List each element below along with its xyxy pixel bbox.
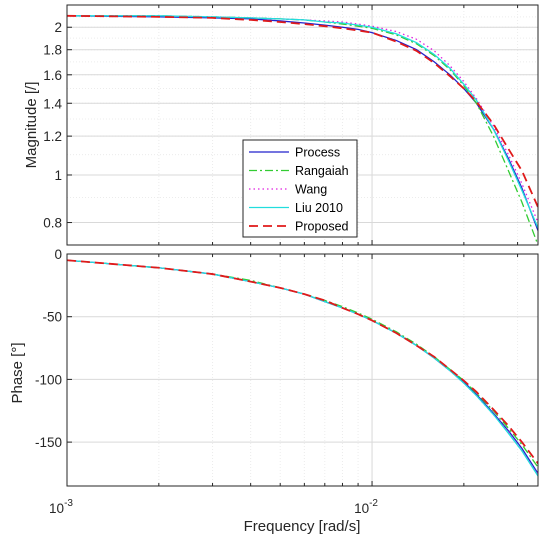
y-tick-label: 1: [54, 168, 62, 183]
x-tick-base: 10: [49, 501, 64, 516]
series-line-liu-2010: [67, 15, 538, 229]
y-tick-label: -150: [35, 435, 62, 450]
series-line-rangaiah: [67, 259, 538, 468]
y-tick-label: -100: [35, 372, 62, 387]
legend-label: Wang: [295, 183, 327, 197]
plot-area: [67, 254, 538, 486]
series-line-proposed: [67, 14, 538, 208]
legend-box: [242, 139, 358, 238]
legend: Process Rangaiah Wang Liu 2010 Proposed: [242, 139, 358, 238]
y-tick-label: 2: [54, 20, 62, 35]
legend-label: Rangaiah: [295, 164, 349, 178]
legend-label: Process: [295, 146, 340, 160]
axes-box: [66, 4, 539, 246]
y-tick-label: 1.2: [43, 129, 62, 144]
y-tick-label: 1.6: [43, 68, 62, 83]
series-line-proposed: [67, 259, 538, 464]
phase-y-axis-label: Phase [°]: [9, 342, 26, 403]
legend-label: Proposed: [295, 220, 349, 234]
x-tick-base: 10: [354, 501, 369, 516]
y-tick-label: 1.8: [43, 43, 62, 58]
axes-box: [66, 253, 539, 487]
magnitude-panel: 0.8 1 1.2 1.4 1.6 1.8 2 Process Rangaiah Wang Liu …: [43, 4, 539, 246]
x-tick-label: 10-3: [49, 498, 73, 516]
x-tick-exponent: -3: [64, 498, 73, 509]
x-tick-exponent: -2: [369, 498, 378, 509]
series-lines: [67, 259, 538, 477]
legend-label: Liu 2010: [295, 201, 343, 215]
y-tick-label: 0: [54, 247, 62, 262]
series-lines: [67, 14, 538, 245]
x-axis-label: Frequency [rad/s]: [244, 518, 361, 535]
magnitude-y-axis-label: Magnitude [/]: [23, 82, 40, 169]
y-tick-label: 0.8: [43, 216, 62, 231]
y-tick-label: -50: [42, 310, 62, 325]
y-tick-label: 1.4: [43, 96, 62, 111]
x-tick-label: 10-2: [354, 498, 378, 516]
